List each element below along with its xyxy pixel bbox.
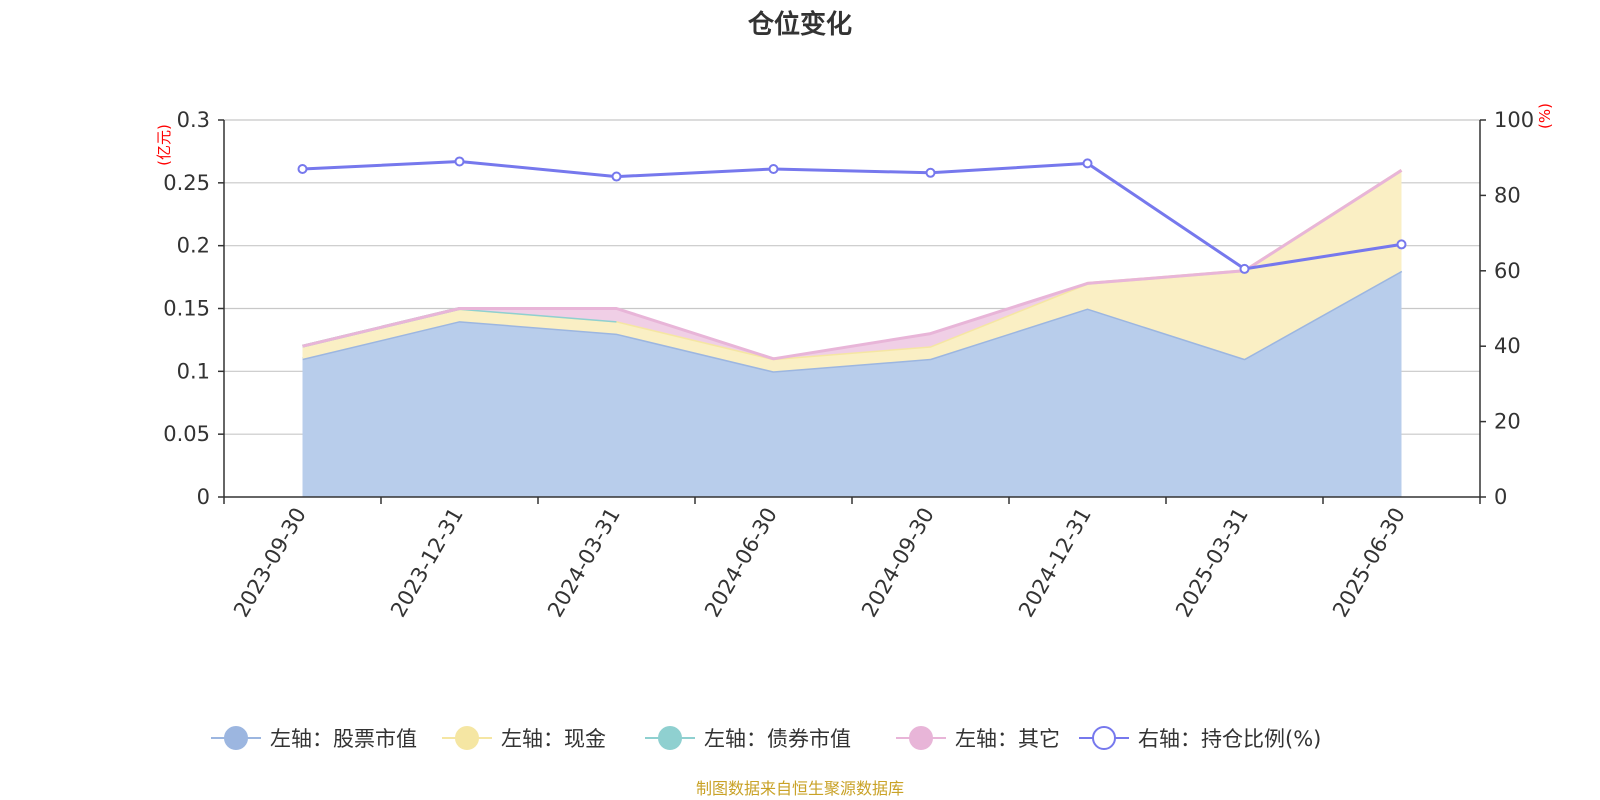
legend-marker — [455, 726, 479, 750]
legend-item: 左轴：债券市值 — [645, 726, 851, 751]
x-axis-tick-label: 2024-12-31 — [1014, 504, 1096, 622]
right-axis-tick-label: 80 — [1494, 183, 1521, 207]
x-axis-tick-label: 2024-03-31 — [543, 504, 625, 622]
legend-marker — [1092, 726, 1116, 750]
right-axis-tick-label: 0 — [1494, 485, 1507, 509]
legend-label: 左轴：债券市值 — [704, 727, 851, 751]
legend-label: 右轴：持仓比例(%) — [1138, 727, 1321, 751]
left-axis-tick-label: 0.15 — [163, 297, 210, 321]
area-edge-line — [302, 169, 1403, 361]
series-line — [302, 160, 1402, 271]
x-axis-tick-label: 2024-09-30 — [857, 504, 939, 622]
left-axis-tick-label: 0 — [197, 485, 210, 509]
data-point — [454, 156, 465, 167]
data-point — [925, 167, 936, 178]
data-point — [1082, 158, 1093, 169]
left-axis-tick-label: 0.1 — [177, 359, 210, 383]
left-axis-tick-label: 0.3 — [177, 108, 210, 132]
right-axis-tick-label: 20 — [1494, 410, 1521, 434]
legend-label: 左轴：股票市值 — [270, 727, 417, 751]
data-point — [297, 164, 308, 175]
legend-label: 左轴：现金 — [501, 727, 606, 751]
stacked-areas — [302, 169, 1403, 497]
legend-marker — [909, 726, 933, 750]
area-fill — [302, 170, 1402, 359]
right-axis-tick-label: 60 — [1494, 259, 1521, 283]
legend: 左轴：股票市值 左轴：现金 左轴：债券市值 左轴：其它 右轴：持仓比例(%) — [211, 726, 1321, 751]
right-axis-unit: (%) — [1536, 103, 1554, 129]
legend-marker — [658, 726, 682, 750]
x-axis-tick-label: 2025-03-31 — [1171, 504, 1253, 622]
left-axis-tick-label: 0.25 — [163, 171, 210, 195]
area-fill — [302, 270, 1402, 497]
data-point — [1396, 239, 1407, 250]
area-fill — [302, 170, 1402, 372]
x-axis-tick-label: 2023-09-30 — [229, 504, 311, 622]
left-axis-unit: (亿元) — [155, 124, 173, 166]
data-point — [1239, 263, 1250, 274]
right-axis-tick-label: 40 — [1494, 334, 1521, 358]
left-axis-tick-label: 0.05 — [163, 422, 210, 446]
legend-item: 左轴：股票市值 — [211, 726, 417, 751]
legend-item: 左轴：其它 — [896, 726, 1060, 751]
legend-marker — [224, 726, 248, 750]
left-axis-tick-label: 0.2 — [177, 234, 210, 258]
chart-title: 仓位变化 — [747, 9, 852, 40]
x-axis-tick-label: 2025-06-30 — [1328, 504, 1410, 622]
legend-label: 左轴：其它 — [955, 727, 1060, 751]
x-axis-tick-label: 2023-12-31 — [386, 504, 468, 622]
data-point — [768, 164, 779, 175]
x-axis-tick-label: 2024-06-30 — [700, 504, 782, 622]
source-note: 制图数据来自恒生聚源数据库 — [696, 779, 904, 798]
position-ratio-line — [297, 156, 1407, 274]
legend-item: 右轴：持仓比例(%) — [1079, 726, 1321, 751]
data-point — [611, 171, 622, 182]
right-axis-tick-label: 100 — [1494, 108, 1534, 132]
legend-item: 左轴：现金 — [442, 726, 606, 751]
